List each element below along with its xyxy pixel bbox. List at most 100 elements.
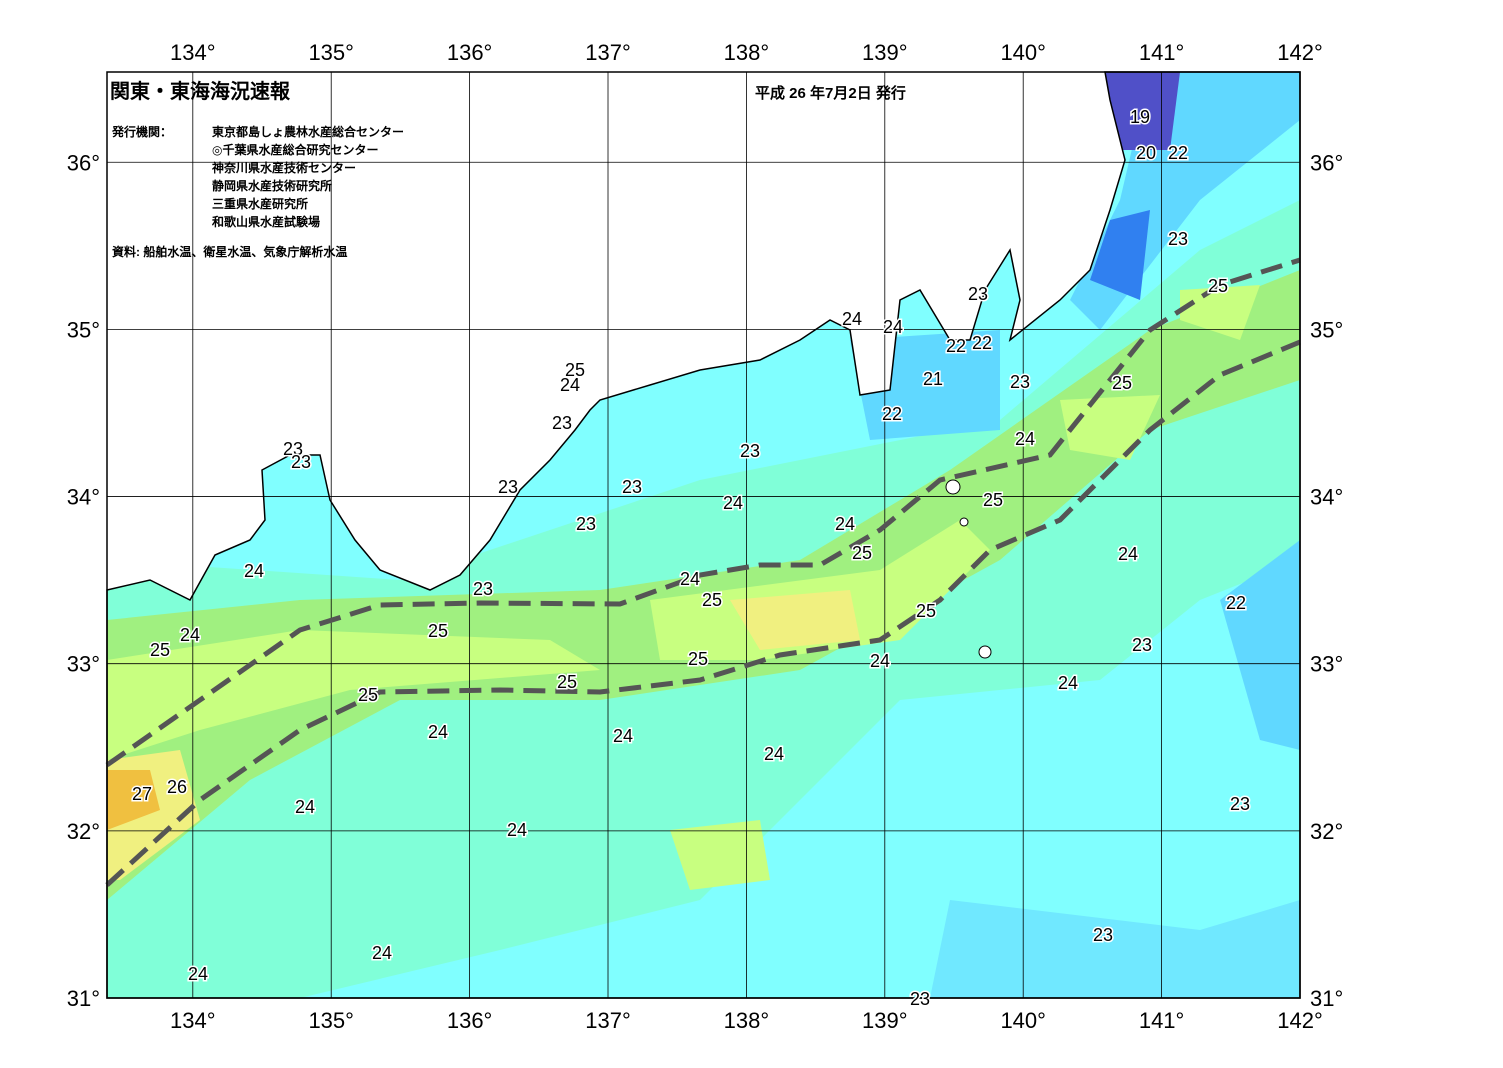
lon-label: 135° xyxy=(308,1008,354,1033)
lat-label: 31° xyxy=(67,986,100,1011)
contour-label: 24 xyxy=(764,744,784,764)
contour-label: 21 xyxy=(923,369,943,389)
lat-label: 32° xyxy=(1310,819,1343,844)
island xyxy=(978,645,992,659)
contour-label: 23 xyxy=(968,284,988,304)
contour-label: 25 xyxy=(688,649,708,669)
contour-label: 24 xyxy=(188,964,208,984)
contour-label: 24 xyxy=(372,943,392,963)
lon-label: 134° xyxy=(170,40,216,65)
contour-label: 26 xyxy=(167,777,187,797)
contour-label: 25 xyxy=(852,543,872,563)
contour-label: 25 xyxy=(916,601,936,621)
contour-label: 23 xyxy=(552,413,572,433)
agency: 神奈川県水産技術センター xyxy=(212,160,356,175)
contour-label: 24 xyxy=(723,493,743,513)
contour-label: 24 xyxy=(680,569,700,589)
agency: 東京都島しょ農林水産総合センター xyxy=(212,124,404,139)
contour-label: 25 xyxy=(428,621,448,641)
contour-label: 23 xyxy=(1010,372,1030,392)
frame xyxy=(106,71,1301,999)
lat-label: 36° xyxy=(1310,150,1343,175)
source: 資料: 船舶水温、衛星水温、気象庁解析水温 xyxy=(112,244,347,259)
contour-label: 23 xyxy=(291,452,311,472)
contour-label: 19 xyxy=(1130,107,1150,127)
contour-label: 22 xyxy=(972,333,992,353)
contour-label: 24 xyxy=(1015,429,1035,449)
lat-label: 35° xyxy=(67,317,100,342)
contour-label: 23 xyxy=(498,477,518,497)
contour-label: 23 xyxy=(622,477,642,497)
contour-label: 25 xyxy=(557,672,577,692)
lon-label: 141° xyxy=(1139,1008,1185,1033)
contour-label: 24 xyxy=(180,625,200,645)
kuroshio xyxy=(105,257,1301,887)
contour-label: 20 xyxy=(1136,143,1156,163)
contour-label: 24 xyxy=(1118,544,1138,564)
contour-label: 22 xyxy=(1226,593,1246,613)
contour-label: 23 xyxy=(1168,229,1188,249)
island xyxy=(945,479,961,495)
kuroshio-south xyxy=(105,339,1301,887)
contour-label: 25 xyxy=(358,685,378,705)
lon-label: 136° xyxy=(447,1008,493,1033)
title: 関東・東海海況速報 xyxy=(110,79,291,103)
agency: ◎千葉県水産総合研究センター xyxy=(212,142,378,157)
contour-label: 24 xyxy=(842,309,862,329)
contour-label: 23 xyxy=(1230,794,1250,814)
contour-label: 24 xyxy=(613,726,633,746)
contour-label: 25 xyxy=(1208,276,1228,296)
lon-label: 142° xyxy=(1277,40,1323,65)
lon-label: 140° xyxy=(1000,40,1046,65)
agency: 和歌山県水産試験場 xyxy=(211,214,320,229)
lon-label: 136° xyxy=(447,40,493,65)
contour-label: 25 xyxy=(983,490,1003,510)
contour-label: 24 xyxy=(295,797,315,817)
lat-label: 33° xyxy=(1310,652,1343,677)
contour-label: 24 xyxy=(428,722,448,742)
lon-label: 137° xyxy=(585,1008,631,1033)
agency-label: 発行機関： xyxy=(111,124,172,139)
lon-label: 139° xyxy=(862,40,908,65)
lat-label: 34° xyxy=(67,485,100,510)
lat-label: 33° xyxy=(67,652,100,677)
lon-label: 138° xyxy=(724,1008,770,1033)
island xyxy=(959,517,969,527)
contour-label: 22 xyxy=(1168,143,1188,163)
lat-label: 34° xyxy=(1310,485,1343,510)
contour-label: 24 xyxy=(244,561,264,581)
lat-label: 32° xyxy=(67,819,100,844)
contour-label: 25 xyxy=(150,640,170,660)
contour-label: 25 xyxy=(702,590,722,610)
lat-label: 35° xyxy=(1310,317,1343,342)
contour-label: 27 xyxy=(132,784,152,804)
contour-label: 25 xyxy=(565,360,585,380)
agency: 三重県水産研究所 xyxy=(212,196,308,211)
lon-label: 137° xyxy=(585,40,631,65)
lat-label: 31° xyxy=(1310,986,1343,1011)
contour-label: 24 xyxy=(883,317,903,337)
lon-label: 141° xyxy=(1139,40,1185,65)
lon-label: 139° xyxy=(862,1008,908,1033)
contour-label: 23 xyxy=(1093,925,1113,945)
contour-label: 23 xyxy=(576,514,596,534)
contour-label: 23 xyxy=(1132,635,1152,655)
agency: 静岡県水産技術研究所 xyxy=(212,178,332,193)
contour-label: 25 xyxy=(1112,373,1132,393)
lon-label: 138° xyxy=(724,40,770,65)
contour-label: 23 xyxy=(283,439,303,459)
issue-date: 平成 26 年7月2日 発行 xyxy=(755,84,906,102)
contour-label: 24 xyxy=(560,375,580,395)
contour-label: 24 xyxy=(870,651,890,671)
contour-label: 23 xyxy=(910,989,930,1009)
contour-label: 24 xyxy=(1058,673,1078,693)
contour-label: 24 xyxy=(507,820,527,840)
contour-label: 24 xyxy=(835,514,855,534)
contour-label: 23 xyxy=(740,441,760,461)
lon-label: 134° xyxy=(170,1008,216,1033)
kuroshio-north xyxy=(105,257,1301,768)
contour-label: 23 xyxy=(473,579,493,599)
lon-label: 135° xyxy=(308,40,354,65)
contour-label: 22 xyxy=(946,336,966,356)
